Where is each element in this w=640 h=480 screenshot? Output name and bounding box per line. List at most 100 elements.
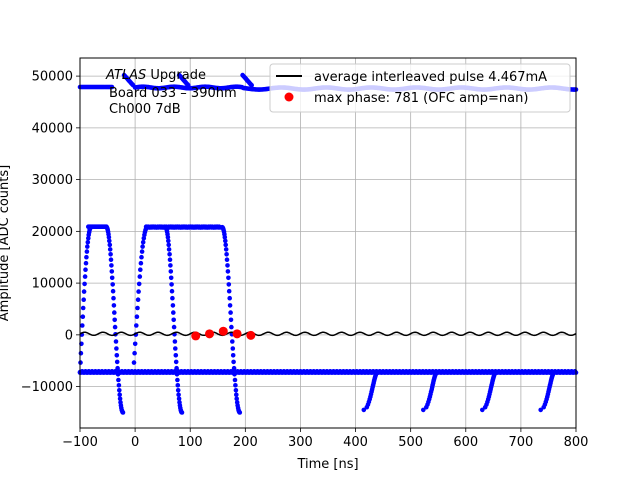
- interleaved-sample-point: [106, 235, 112, 240]
- interleaved-sample-point: [134, 323, 139, 328]
- interleaved-sample-point: [173, 359, 179, 365]
- interleaved-sample-point: [222, 235, 228, 240]
- legend: average interleaved pulse 4.467mA max ph…: [269, 63, 571, 113]
- legend-dot-marker: [284, 92, 294, 102]
- interleaved-sample-point: [112, 324, 118, 330]
- interleaved-sample-point: [88, 224, 94, 230]
- average-pulse-line: [79, 331, 577, 337]
- interleaved-sample-point: [120, 410, 126, 415]
- interleaved-sample-point: [434, 369, 440, 375]
- interleaved-sample-point: [108, 252, 113, 257]
- interleaved-sample-point: [81, 289, 87, 294]
- interleaved-sample-point: [231, 359, 236, 365]
- interleaved-sample-point: [231, 365, 237, 371]
- interleaved-sample-point: [226, 275, 231, 281]
- interleaved-sample-point: [249, 83, 254, 88]
- interleaved-sample-point: [232, 377, 238, 383]
- x-tick-label: 400: [343, 435, 368, 450]
- interleaved-sample-point: [82, 281, 87, 287]
- interleaved-sample-point: [82, 274, 88, 279]
- interleaved-sample-point: [186, 83, 191, 88]
- x-tick-label: 200: [233, 435, 258, 450]
- interleaved-sample-point: [230, 346, 236, 351]
- interleaved-sample-point: [228, 317, 234, 323]
- y-tick-label: 10000: [32, 277, 73, 292]
- x-tick-label: 600: [453, 435, 478, 450]
- interleaved-sample-point: [139, 254, 144, 260]
- interleaved-sample-point: [78, 350, 84, 356]
- interleaved-sample-point: [223, 247, 229, 252]
- interleaved-sample-point: [174, 365, 179, 371]
- interleaved-sample-point: [83, 267, 88, 273]
- interleaved-sample-point: [135, 297, 141, 303]
- interleaved-sample-point: [227, 303, 233, 308]
- annotation-atlas: ATLAS: [105, 68, 146, 83]
- interleaved-sample-point: [175, 377, 180, 383]
- interleaved-sample-point: [227, 295, 232, 301]
- x-tick-label: 300: [288, 435, 313, 450]
- interleaved-sample-point: [166, 247, 172, 252]
- interleaved-sample-point: [171, 324, 177, 330]
- interleaved-sample-point: [552, 369, 557, 375]
- interleaved-sample-point: [137, 274, 143, 279]
- interleaved-sample-point: [224, 257, 230, 263]
- interleaved-sample-point: [85, 239, 91, 245]
- interleaved-sample-point: [140, 244, 145, 249]
- y-tick-label: 20000: [32, 225, 73, 240]
- x-tick-label: 700: [508, 435, 533, 450]
- interleaved-sample-point: [170, 295, 175, 301]
- interleaved-sample-point: [166, 238, 171, 244]
- legend-entry-average-pulse: average interleaved pulse 4.467mA: [314, 70, 547, 85]
- interleaved-sample-point: [171, 317, 176, 323]
- interleaved-sample-point: [109, 263, 114, 268]
- interleaved-sample-point: [174, 372, 180, 377]
- annotation-atlas-line: ATLAS Upgrade: [105, 68, 206, 83]
- interleaved-sample-point: [144, 224, 150, 230]
- interleaved-sample-point: [223, 238, 228, 244]
- interleaved-sample-point: [225, 263, 230, 268]
- interleaved-sample-point: [80, 323, 85, 328]
- interleaved-sample-point: [109, 275, 115, 281]
- max-phase-point: [205, 329, 215, 339]
- max-phase-point: [191, 331, 201, 341]
- interleaved-sample-point: [168, 263, 173, 268]
- interleaved-sample-point: [172, 339, 178, 344]
- interleaved-sample-point: [110, 282, 115, 287]
- interleaved-sample-point: [138, 267, 143, 273]
- interleaved-sample-point: [140, 239, 146, 245]
- interleaved-sample-point: [117, 396, 123, 402]
- interleaved-sample-point: [107, 242, 113, 248]
- annotation-channel: Ch000 7dB: [109, 102, 181, 117]
- interleaved-sample-point: [166, 242, 171, 248]
- interleaved-sample-point: [168, 269, 174, 274]
- interleaved-sample-point: [81, 297, 86, 303]
- interleaved-sample-point: [116, 383, 122, 388]
- ticks: −100 0 100 200 300 400 500 600 700 800 −10000 0 1000…: [21, 70, 589, 450]
- interleaved-sample-point: [167, 252, 172, 257]
- max-phase-point: [246, 330, 256, 340]
- interleaved-sample-point: [169, 288, 175, 294]
- max-phase-point: [232, 329, 242, 339]
- interleaved-sample-point: [112, 317, 117, 323]
- interleaved-sample-point: [233, 383, 238, 388]
- interleaved-sample-point: [230, 339, 235, 344]
- interleaved-sample-point: [139, 249, 145, 254]
- x-tick-label: 0: [131, 435, 139, 450]
- interleaved-sample-point: [168, 275, 174, 281]
- interleaved-sample-point: [175, 383, 181, 388]
- interleaved-sample-point: [173, 353, 179, 358]
- interleaved-sample-point: [493, 369, 499, 375]
- x-axis-label: Time [ns]: [296, 457, 358, 472]
- legend-box: [269, 63, 571, 113]
- interleaved-sample-point: [169, 282, 174, 287]
- interleaved-sample-point: [225, 269, 231, 274]
- interleaved-sample-point: [84, 254, 89, 260]
- interleaved-sample-point: [80, 314, 86, 320]
- interleaved-sample-point: [229, 324, 234, 330]
- x-tick-label: −100: [62, 435, 98, 450]
- interleaved-sample-point: [223, 242, 228, 248]
- interleaved-sample-point: [230, 353, 236, 358]
- interleaved-sample-point: [108, 257, 114, 263]
- interleaved-sample-point: [175, 388, 181, 393]
- interleaved-sample-point: [226, 288, 232, 294]
